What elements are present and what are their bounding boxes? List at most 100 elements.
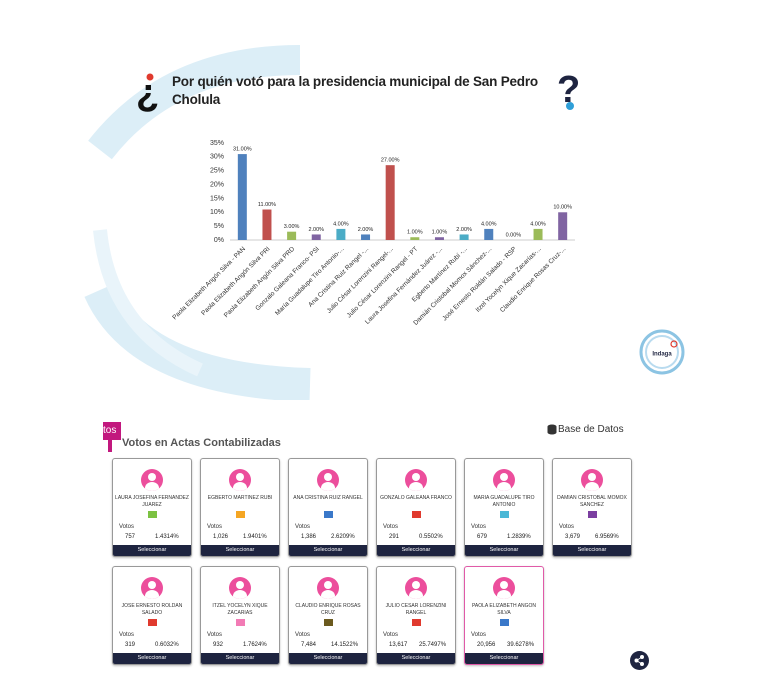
votes-count: 679 <box>477 534 488 540</box>
candidate-card: ITZEL YOCELYN XIQUE ZACARIAS Votos 932 1.76… <box>200 566 280 665</box>
votes-count: 1,386 <box>301 534 317 540</box>
party-logo <box>412 511 421 518</box>
database-link[interactable]: Base de Datos <box>558 424 624 435</box>
select-button[interactable]: Seleccionar <box>113 653 191 664</box>
value-label: 3.00% <box>284 224 300 230</box>
votes-label: Votos <box>207 632 223 638</box>
avatar <box>317 577 339 599</box>
select-button[interactable]: Seleccionar <box>113 545 191 556</box>
avatar <box>229 577 251 599</box>
votes-percent: 25.7497% <box>419 642 447 648</box>
value-label: 2.00% <box>308 227 324 233</box>
title-dot <box>146 73 154 81</box>
candidate-card: LAURA JOSEFINA FERNANDEZ JUAREZ Votos 757 1… <box>112 458 192 557</box>
candidate-name: JOSE ERNESTO ROLDAN SALADO <box>121 603 183 616</box>
votes-count: 3,679 <box>565 534 581 540</box>
share-icon <box>634 655 644 666</box>
avatar <box>405 577 427 599</box>
bar <box>262 209 272 240</box>
votes-count: 757 <box>125 534 136 540</box>
party-logo <box>500 619 509 626</box>
votes-label: Votos <box>119 632 135 638</box>
chart: ¿ ? Indaga 0%5%10%15%20%25%30%35%Paola E… <box>84 45 685 400</box>
votes-percent: 6.9569% <box>595 534 619 540</box>
avatar <box>317 469 339 491</box>
candidate-name: GONZALO GALEANA FRANCO <box>380 495 452 501</box>
candidate-card: ANA CRISTINA RUIZ RANGEL Votos 1,386 2.6209… <box>288 458 368 557</box>
candidate-name: MARIA GUADALUPE TIRO ANTONIO <box>473 495 535 508</box>
bar <box>533 228 543 240</box>
bar <box>385 165 395 240</box>
avatar <box>581 469 603 491</box>
votes-count: 932 <box>213 642 224 648</box>
votes-count: 20,956 <box>477 642 496 648</box>
value-label: 4.00% <box>333 221 349 227</box>
chart-title: Por quién votó para la presidencia munic… <box>172 74 538 107</box>
select-button[interactable]: Seleccionar <box>201 653 279 664</box>
value-label: 10.00% <box>553 205 572 211</box>
y-tick-label: 35% <box>210 140 224 147</box>
party-logo <box>324 511 333 518</box>
avatar <box>141 577 163 599</box>
party-logo <box>236 619 245 626</box>
y-tick-label: 15% <box>210 195 224 202</box>
votes-count: 1,026 <box>213 534 229 540</box>
votes-label: Votos <box>471 524 487 530</box>
select-button[interactable]: Seleccionar <box>377 545 455 556</box>
votes-label: Votos <box>559 524 575 530</box>
votes-percent: 0.5502% <box>419 534 443 540</box>
title-mark-open: ¿ <box>136 72 159 114</box>
bar <box>484 228 494 240</box>
title-mark-close: ? <box>557 69 580 111</box>
select-button[interactable]: Seleccionar <box>465 653 543 664</box>
panel-heading: Votos en Actas Contabilizadas <box>122 437 281 449</box>
select-button[interactable]: Seleccionar <box>289 653 367 664</box>
votes-percent: 1.7624% <box>243 642 267 648</box>
candidate-card: DAMIAN CRISTOBAL MOMOX SANCHEZ Votos 3,679… <box>552 458 632 557</box>
y-tick-label: 30% <box>210 154 224 161</box>
candidate-name: ANA CRISTINA RUIZ RANGEL <box>293 495 363 501</box>
candidate-name: LAURA JOSEFINA FERNANDEZ JUAREZ <box>115 495 189 508</box>
avatar <box>141 469 163 491</box>
votes-count: 7,484 <box>301 642 317 648</box>
votes-label: Votos <box>207 524 223 530</box>
votes-percent: 1.9401% <box>243 534 267 540</box>
party-logo <box>236 511 245 518</box>
candidate-card: CLAUDIO ENRIQUE ROSAS CRUZ Votos 7,484 14.1… <box>288 566 368 665</box>
value-label: 2.00% <box>456 227 472 233</box>
bar <box>459 234 469 240</box>
value-label: 4.00% <box>481 221 497 227</box>
select-button[interactable]: Seleccionar <box>553 545 631 556</box>
candidate-card: PAOLA ELIZABETH ANGON SILVA Votos 20,956 39… <box>464 566 544 665</box>
party-logo <box>588 511 597 518</box>
votes-percent: 1.2839% <box>507 534 531 540</box>
select-button[interactable]: Seleccionar <box>201 545 279 556</box>
votes-count: 13,617 <box>389 642 408 648</box>
value-label: 27.00% <box>381 158 400 164</box>
background-swoosh <box>84 45 311 400</box>
votes-percent: 2.6209% <box>331 534 355 540</box>
votes-label: Votos <box>295 524 311 530</box>
share-button[interactable] <box>630 651 649 670</box>
candidate-card: EGBERTO MARTINEZ RUBI Votos 1,026 1.9401% Se… <box>200 458 280 557</box>
y-tick-label: 20% <box>210 181 224 188</box>
value-label: 31.00% <box>233 147 252 153</box>
votes-label: Votos <box>295 632 311 638</box>
avatar <box>493 577 515 599</box>
select-button[interactable]: Seleccionar <box>289 545 367 556</box>
candidate-name: CLAUDIO ENRIQUE ROSAS CRUZ <box>295 603 361 616</box>
select-button[interactable]: Seleccionar <box>377 653 455 664</box>
title-dot <box>566 102 574 110</box>
bar <box>336 228 346 240</box>
bar <box>361 234 371 240</box>
party-logo <box>412 619 421 626</box>
y-tick-label: 0% <box>214 237 224 244</box>
party-logo <box>148 619 157 626</box>
select-button[interactable]: Seleccionar <box>465 545 543 556</box>
value-label: 4.00% <box>530 221 546 227</box>
tab[interactable]: tos <box>103 422 121 440</box>
votes-percent: 39.6278% <box>507 642 535 648</box>
candidate-card: JULIO CESAR LORENZINI RANGEL Votos 13,617 2… <box>376 566 456 665</box>
candidate-name: ITZEL YOCELYN XIQUE ZACARIAS <box>212 603 268 616</box>
